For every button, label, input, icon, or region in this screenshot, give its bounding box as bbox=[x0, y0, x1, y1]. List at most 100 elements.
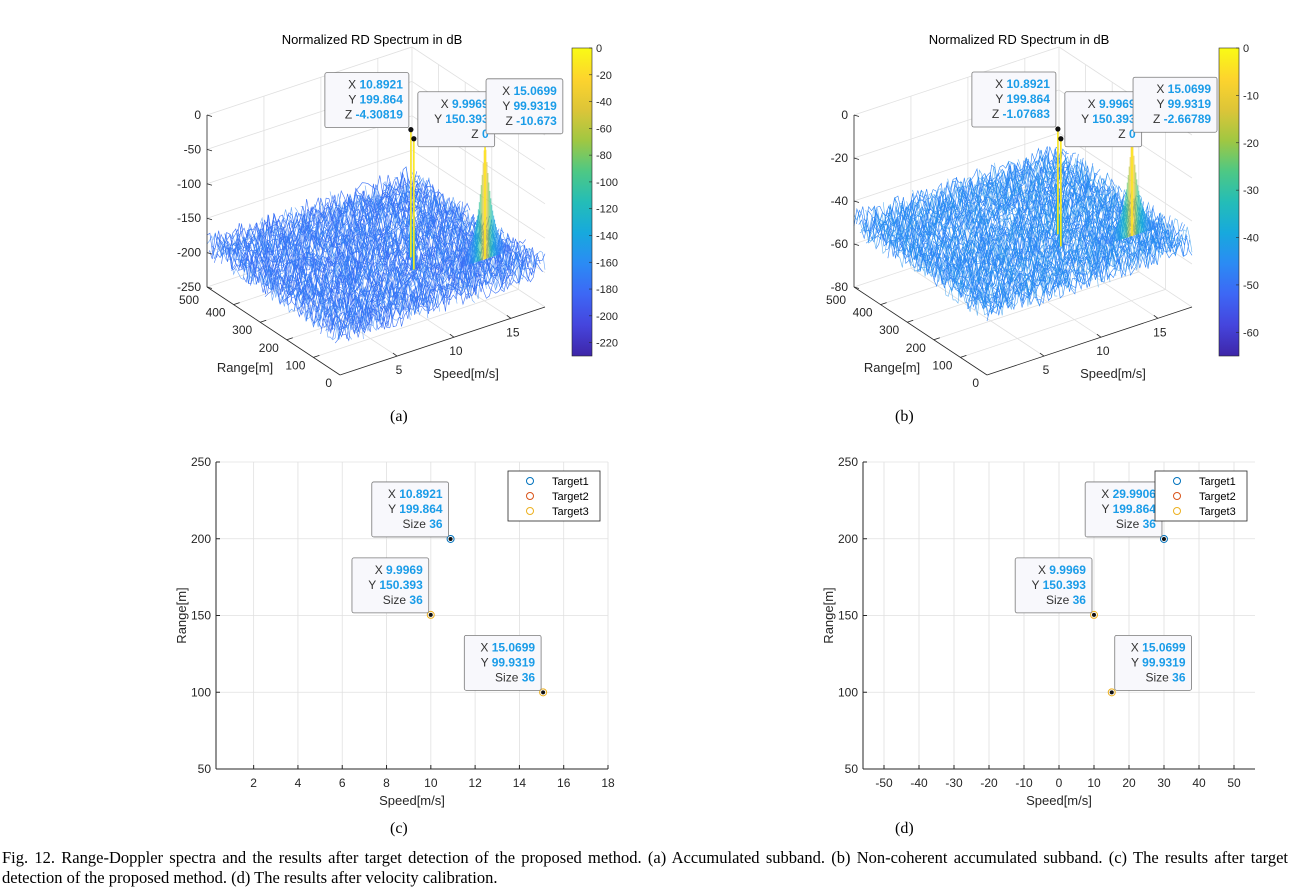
datatip-box bbox=[1014, 557, 1093, 614]
y-tick-label: 50 bbox=[198, 762, 212, 776]
legend-item-target1: Target1 bbox=[526, 476, 589, 488]
z-tick-label: -250 bbox=[177, 280, 201, 294]
datatip-line: Y 99.9319 bbox=[481, 655, 536, 669]
datatip-box bbox=[1114, 634, 1192, 691]
z-tick bbox=[206, 183, 213, 186]
colorbar-gradient bbox=[1218, 47, 1240, 357]
y-tick bbox=[960, 355, 967, 358]
legend-item-target1: Target1 bbox=[1173, 476, 1236, 488]
legend-box bbox=[507, 470, 601, 522]
colorbar-tick-label: -160 bbox=[596, 257, 618, 269]
z-tick bbox=[206, 217, 213, 221]
surface-col bbox=[241, 228, 376, 332]
datatip-box bbox=[324, 72, 410, 129]
x-tick-label: 0 bbox=[1056, 776, 1063, 790]
z-tick-label: -50 bbox=[184, 142, 202, 156]
x-tick-label: 30 bbox=[1157, 776, 1171, 790]
surface-col bbox=[1017, 159, 1152, 266]
chart-title: Normalized RD Spectrum in dB bbox=[282, 32, 463, 47]
datatip-box bbox=[1132, 76, 1218, 133]
colorbar-tick-label: -50 bbox=[1243, 280, 1259, 292]
colorbar-tick-label: -80 bbox=[596, 150, 612, 162]
panel-a: Normalized RD Spectrum in dB 0 -50 -100 -150… bbox=[0, 0, 647, 400]
grid-lines bbox=[863, 461, 1255, 770]
y-tick-label: 400 bbox=[853, 306, 873, 320]
point-marker bbox=[1107, 688, 1116, 697]
y-tick-label: 200 bbox=[191, 532, 211, 546]
point-marker bbox=[446, 534, 455, 543]
x-axis-label: Speed[m/s] bbox=[1026, 793, 1092, 808]
datatip-line: X 9.9969 bbox=[441, 97, 489, 111]
surface-row bbox=[935, 198, 1142, 285]
datatip-line: Size 36 bbox=[403, 517, 443, 531]
datatip-box bbox=[971, 71, 1057, 128]
colorbar-tick-label: -60 bbox=[596, 123, 612, 135]
x-axis-line bbox=[986, 306, 1193, 376]
y-tick-label: 400 bbox=[206, 306, 226, 320]
colorbar-tick-label: -140 bbox=[596, 230, 618, 242]
surface-row bbox=[974, 229, 1180, 311]
datatip-line: X 9.9969 bbox=[1038, 563, 1086, 577]
y-tick-label: 300 bbox=[879, 323, 899, 337]
datatip-line: X 15.0699 bbox=[1131, 640, 1186, 654]
colorbar-tick-label: -20 bbox=[1243, 138, 1259, 150]
legend-marker bbox=[526, 477, 534, 485]
colorbar-gradient bbox=[571, 47, 593, 357]
point-marker bbox=[426, 610, 435, 619]
z-tick bbox=[853, 243, 860, 246]
surface-col bbox=[883, 202, 1017, 310]
surface-col bbox=[1041, 149, 1175, 253]
x-tick-label: 40 bbox=[1192, 776, 1206, 790]
y-tick bbox=[933, 337, 940, 341]
x-tick-label: 10 bbox=[449, 344, 463, 358]
surface-col bbox=[288, 207, 423, 316]
x-tick-label: 18 bbox=[601, 776, 615, 790]
datatip-line: X 10.8921 bbox=[388, 487, 443, 501]
x-tick bbox=[1096, 333, 1102, 338]
surface-row bbox=[984, 236, 1190, 314]
z-tick-label: 0 bbox=[841, 108, 848, 122]
surface-peak bbox=[408, 136, 419, 271]
x-axis-label: Speed[m/s] bbox=[433, 366, 499, 381]
colorbar-tick-label: -100 bbox=[596, 177, 618, 189]
datatip-box bbox=[463, 634, 542, 691]
panel-b: Normalized RD Spectrum in dB 0 -20 -40 -60 -8… bbox=[647, 0, 1294, 400]
datatip-line: Y 199.864 bbox=[1101, 502, 1156, 516]
x-axis-label: Speed[m/s] bbox=[379, 793, 445, 808]
legend-label: Target1 bbox=[552, 476, 589, 488]
datatip-line: Y 150.393 bbox=[368, 578, 423, 592]
z-tick-label: -100 bbox=[177, 177, 201, 191]
data-point-target2 bbox=[1089, 610, 1098, 619]
x-tick-label: 12 bbox=[468, 776, 482, 790]
panel-label-a: (a) bbox=[390, 408, 408, 425]
surface-col bbox=[965, 177, 1099, 288]
surface-col bbox=[1029, 160, 1163, 259]
surface-col bbox=[277, 217, 411, 320]
colorbar-tick-label: -200 bbox=[596, 311, 618, 323]
point-marker bbox=[539, 688, 548, 697]
datatip-line: X 29.9906 bbox=[1101, 487, 1156, 501]
surface-col bbox=[253, 228, 388, 323]
colorbar-tick-label: -40 bbox=[1243, 233, 1259, 245]
colorbar-tick-label: 0 bbox=[1243, 43, 1249, 55]
x-tick-label: 15 bbox=[1153, 325, 1167, 339]
panel-label-b: (b) bbox=[895, 408, 914, 425]
z-tick-label: -20 bbox=[831, 151, 849, 165]
y-tick-label: 100 bbox=[932, 358, 952, 372]
datatip-line: X 15.0699 bbox=[480, 640, 535, 654]
surface-row bbox=[320, 239, 526, 335]
datatip-line: Z -4.30819 bbox=[345, 108, 403, 122]
surface-row bbox=[332, 252, 538, 339]
data-point-target1 bbox=[1159, 534, 1168, 543]
datatip-line: Y 150.393 bbox=[1031, 578, 1086, 592]
panel-d: -50 -40 -30 -20 -10 0 10 20 30 40 50 50 100 150 200 250… bbox=[647, 440, 1294, 815]
x-tick-label: 6 bbox=[339, 776, 346, 790]
datatip-line: X 15.0699 bbox=[1156, 82, 1211, 96]
surface-col bbox=[364, 185, 499, 291]
